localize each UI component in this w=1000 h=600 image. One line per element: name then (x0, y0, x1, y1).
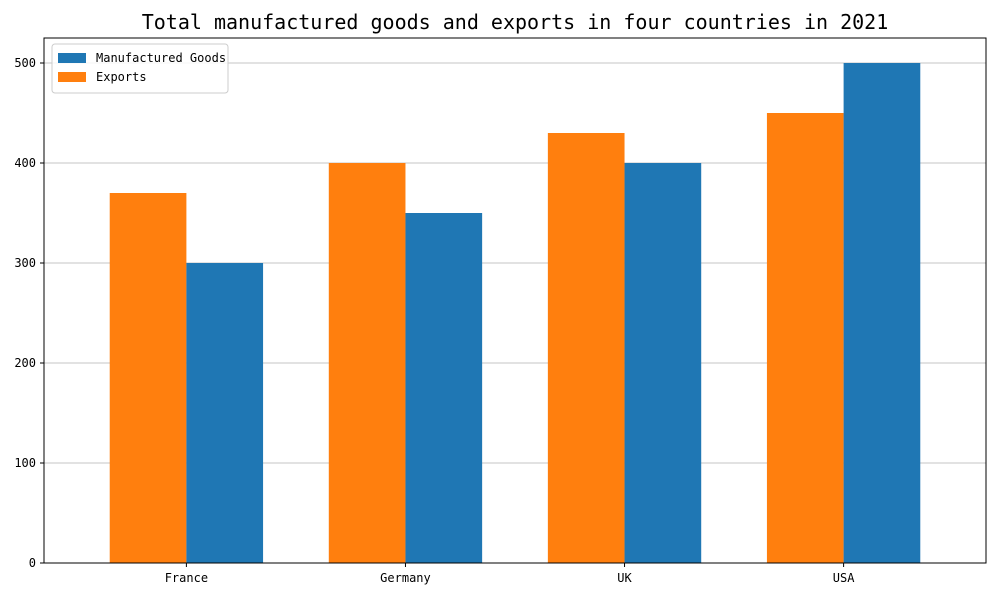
bar-manufactured-goods-france (186, 263, 264, 563)
legend-box (51, 43, 229, 94)
legend-swatch-manufactured-goods (58, 53, 86, 63)
bar-exports-uk (547, 133, 625, 563)
y-axis: 0 100 200 300 400 500 (14, 56, 44, 570)
plot-area-frame (43, 37, 987, 564)
x-axis: France Germany UK USA (165, 563, 855, 585)
y-tick-label: 300 (14, 256, 36, 270)
legend: Manufactured Goods Exports (51, 43, 229, 94)
bar-manufactured-goods-uk (624, 163, 702, 563)
legend-swatch-exports (58, 72, 86, 82)
bar-exports-usa (766, 113, 844, 563)
y-tick-label: 500 (14, 56, 36, 70)
y-tick-label: 100 (14, 456, 36, 470)
bars (109, 63, 921, 563)
bar-manufactured-goods-usa (843, 63, 921, 563)
y-tick-label: 400 (14, 156, 36, 170)
x-tick-label: France (165, 571, 208, 585)
x-tick-label: USA (833, 571, 855, 585)
x-tick-label: UK (617, 571, 632, 585)
legend-label-manufactured-goods: Manufactured Goods (96, 51, 226, 65)
legend-label-exports: Exports (96, 70, 147, 84)
bar-exports-france (109, 193, 187, 563)
chart-title: Total manufactured goods and exports in … (142, 10, 889, 34)
y-tick-label: 200 (14, 356, 36, 370)
bar-manufactured-goods-germany (405, 213, 483, 563)
x-tick-label: Germany (380, 571, 431, 585)
y-tick-label: 0 (29, 556, 36, 570)
bar-exports-germany (328, 163, 406, 563)
